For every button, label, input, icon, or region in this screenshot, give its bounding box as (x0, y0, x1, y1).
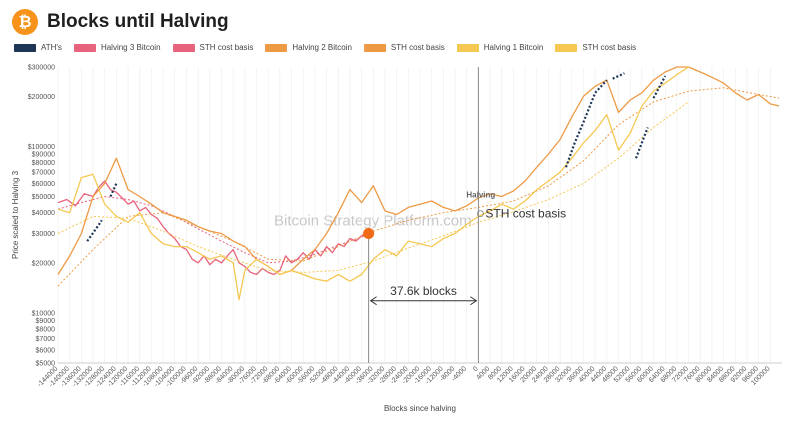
y-tick-label: $60000 (32, 181, 55, 188)
legend-swatch (555, 43, 578, 52)
legend-item[interactable]: Halving 2 Bitcoin (265, 43, 352, 52)
bitcoin-logo-icon: ₿ (12, 9, 38, 35)
y-tick-label: $6000 (36, 347, 56, 354)
header: ₿ Blocks until Halving (12, 8, 229, 36)
legend-item[interactable]: STH cost basis (172, 43, 254, 52)
ath-marker (634, 127, 649, 159)
y-axis-label: Price scaled to Halving 3 (11, 170, 20, 259)
legend-swatch (172, 43, 195, 52)
y-tick-label: $9000 (36, 318, 56, 325)
series-line-3 (57, 87, 780, 287)
legend-label: STH cost basis (199, 43, 254, 52)
legend-label: ATH's (41, 43, 62, 52)
y-tick-label: $50000 (32, 194, 55, 201)
halving-label: Halving (466, 190, 495, 199)
y-tick-label: $10000 (32, 310, 55, 317)
watermark-text: Bitcoin Strategy Platform.com (274, 212, 472, 229)
y-tick-label: $7000 (36, 336, 56, 343)
ath-marker (564, 79, 608, 168)
legend-item[interactable]: ATH's (14, 43, 62, 52)
legend-item[interactable]: Halving 1 Bitcoin (456, 43, 544, 52)
legend-item[interactable]: STH cost basis (363, 43, 445, 52)
legend-item[interactable]: Halving 3 Bitcoin (73, 43, 161, 52)
y-tick-label: $90000 (32, 152, 55, 159)
span-arrow-left-icon (369, 296, 377, 306)
y-tick-label: $100000 (28, 144, 55, 151)
y-tick-label: $30000 (32, 231, 55, 238)
legend-label: Halving 3 Bitcoin (100, 43, 161, 52)
ath-marker (86, 219, 103, 242)
current-position-dot (363, 227, 375, 239)
page-title: Blocks until Halving (47, 11, 229, 32)
series-line-4 (57, 66, 689, 301)
y-tick-label: $40000 (32, 210, 55, 217)
chart-legend: ATH's Halving 3 Bitcoin STH cost basis Halv… (14, 43, 648, 52)
legend-swatch (73, 43, 96, 52)
y-tick-label: $8000 (36, 327, 56, 334)
sth-cost-basis-label: STH cost basis (485, 207, 566, 221)
legend-swatch (265, 43, 288, 52)
y-tick-label: $70000 (32, 170, 55, 177)
span-arrow-right-icon (470, 296, 478, 306)
legend-swatch (14, 43, 36, 52)
series-line-1 (57, 196, 369, 264)
series-line-2 (57, 66, 780, 276)
sth-cost-basis-marker (476, 210, 484, 218)
legend-item[interactable]: STH cost basis (555, 43, 636, 52)
legend-label: Halving 2 Bitcoin (292, 43, 352, 52)
y-tick-label: $200000 (28, 94, 55, 101)
x-axis-label: Blocks since halving (384, 404, 456, 413)
legend-label: STH cost basis (390, 43, 445, 52)
y-tick-label: $300000 (28, 65, 55, 72)
y-tick-label: $20000 (32, 260, 55, 267)
y-tick-label: $5000 (36, 361, 56, 368)
legend-label: Halving 1 Bitcoin (483, 43, 544, 52)
legend-label: STH cost basis (582, 43, 637, 52)
ath-marker (652, 75, 667, 99)
y-tick-label: $80000 (32, 160, 55, 167)
span-label: 37.6k blocks (390, 284, 457, 298)
legend-swatch (456, 43, 479, 52)
legend-swatch (363, 43, 386, 52)
x-tick-label: 0 (472, 365, 480, 373)
